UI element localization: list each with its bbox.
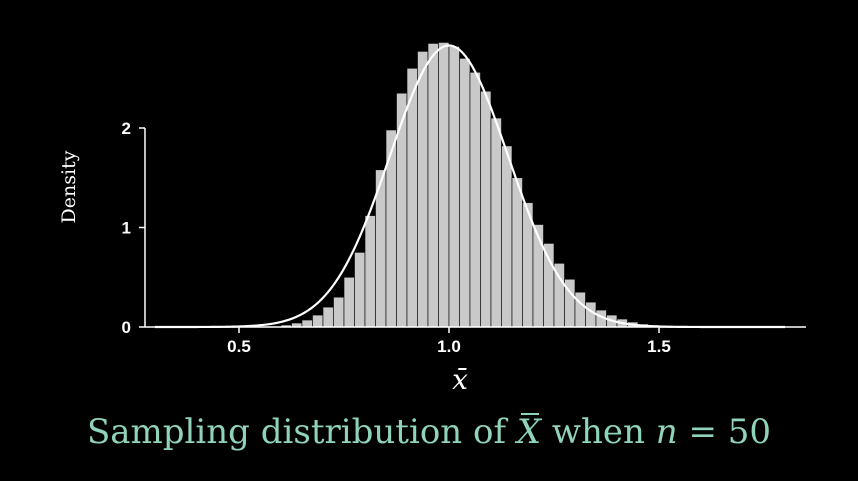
x-tick-label: 1.0 (437, 337, 461, 356)
histogram-bar (448, 46, 460, 328)
histogram-bar (459, 58, 471, 328)
y-tick-label: 1 (122, 219, 131, 238)
histogram-bar (490, 117, 502, 328)
caption-n-symbol: n (655, 412, 678, 452)
histogram-bar (417, 51, 429, 328)
histogram-bar (406, 68, 418, 328)
histogram-bar (301, 319, 313, 328)
histogram-bar (427, 43, 439, 328)
y-tick-label: 0 (122, 318, 131, 337)
caption-equals: = 50 (677, 412, 772, 452)
histogram-bar (574, 291, 586, 328)
caption-xbar-symbol: X (516, 412, 542, 452)
histogram-bar (543, 243, 555, 328)
histogram-bar (364, 215, 376, 328)
histogram-bar (354, 252, 366, 328)
x-tick-label: 0.5 (227, 337, 251, 356)
histogram-bar (532, 224, 544, 328)
histogram-bar (438, 42, 450, 328)
y-axis-label: Density (58, 150, 80, 223)
histogram-bar (511, 177, 523, 328)
x-tick-label: 1.5 (647, 337, 671, 356)
histogram-bar (501, 145, 513, 328)
caption-middle: when (541, 412, 656, 452)
chart-caption: Sampling distribution of X when n = 50 (0, 412, 858, 452)
histogram-bar (585, 301, 597, 328)
histogram-bar (333, 296, 345, 328)
histogram-bar (322, 306, 334, 328)
histogram-bar (343, 276, 355, 328)
histogram-bar (396, 92, 408, 328)
histogram-bar (312, 314, 324, 328)
y-tick-label: 2 (122, 119, 131, 138)
histogram-bar (480, 90, 492, 328)
caption-prefix: Sampling distribution of (86, 412, 517, 452)
histogram-bar (469, 71, 481, 328)
x-axis-label: x̄ (452, 363, 468, 396)
